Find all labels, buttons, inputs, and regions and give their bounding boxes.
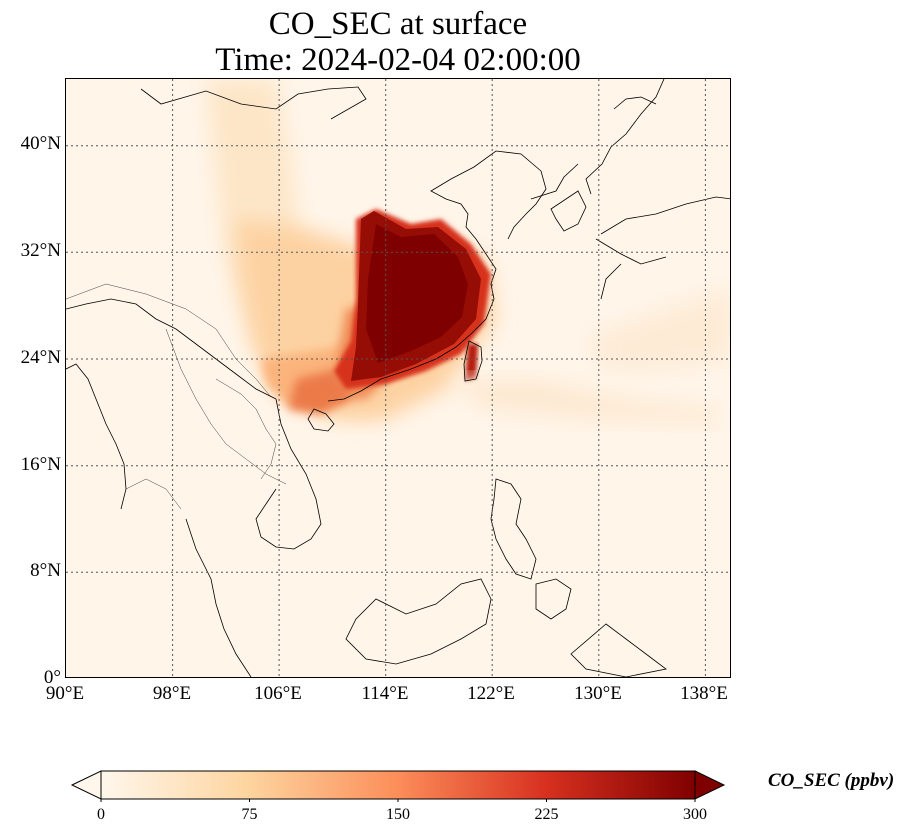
- lat-tick-label: 40°N: [20, 133, 61, 154]
- lon-tick-label: 114°E: [361, 683, 409, 704]
- lon-tick-label: 98°E: [152, 683, 192, 704]
- lat-tick-label: 32°N: [20, 240, 61, 261]
- colorbar-tick-label: 300: [683, 806, 707, 823]
- lon-tick-label: 130°E: [574, 683, 622, 704]
- map-panel: [65, 78, 731, 678]
- lat-tick-label: 16°N: [20, 454, 61, 475]
- colorbar-max-extend: [694, 770, 726, 800]
- map-canvas: [66, 79, 730, 677]
- colorbar-gradient: [100, 770, 696, 800]
- title-line-1: CO_SEC at surface: [268, 6, 528, 42]
- coastlines: [66, 79, 730, 677]
- co-field: [206, 79, 730, 424]
- lat-tick-label: 8°N: [30, 560, 61, 581]
- colorbar-min-extend: [70, 770, 102, 800]
- lat-tick-label: 24°N: [20, 347, 61, 368]
- colorbar-tick-label: 0: [97, 806, 105, 823]
- colorbar: [70, 770, 726, 802]
- title-line-2: Time: 2024-02-04 02:00:00: [215, 42, 581, 78]
- colorbar-tick-label: 75: [241, 806, 258, 823]
- colorbar-tick-label: 225: [534, 806, 559, 823]
- lat-tick-label: 0°: [43, 667, 61, 688]
- gridlines: [66, 79, 730, 677]
- colorbar-tick-label: 150: [386, 806, 410, 823]
- national-borders: [66, 283, 287, 510]
- lon-tick-label: 90°E: [45, 683, 85, 704]
- lon-tick-label: 106°E: [254, 683, 302, 704]
- lon-tick-label: 122°E: [467, 683, 515, 704]
- lon-tick-label: 138°E: [680, 683, 728, 704]
- colorbar-label: CO_SEC (ppbv): [768, 770, 895, 791]
